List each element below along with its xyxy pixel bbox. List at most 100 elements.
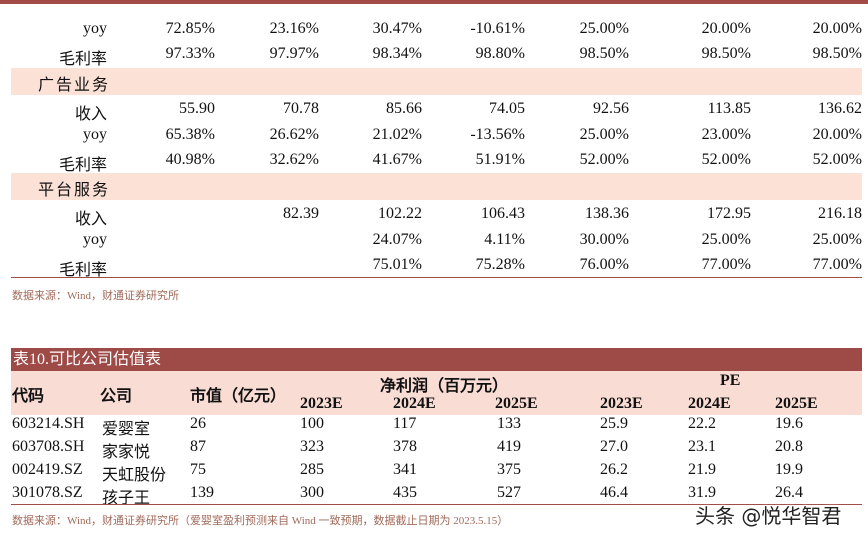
cell: 138.36 <box>585 205 629 222</box>
cell: 21.9 <box>688 461 716 478</box>
cell: 家家悦 <box>102 444 151 461</box>
cell: 341 <box>393 461 417 478</box>
cell: 76.00% <box>579 256 629 273</box>
cell: 25.00% <box>579 125 629 143</box>
table-row: 毛利率 40.98% 32.62% 41.67% 51.91% 52.00% 52.00% 5… <box>0 151 868 175</box>
cell: 300 <box>300 484 324 501</box>
cell: 孩子王 <box>102 490 151 507</box>
cell: 75 <box>190 461 206 478</box>
header-year: 2024E <box>393 395 436 412</box>
table1-bottom-rule <box>11 277 862 278</box>
cell: 23.00% <box>701 125 751 143</box>
cell: 301078.SZ <box>12 484 83 501</box>
cell: 25.9 <box>600 415 628 432</box>
table-row: 002419.SZ 天虹股份 75 285 341 375 26.2 21.9 19.9 <box>0 461 868 484</box>
cell: 21.02% <box>372 125 422 143</box>
table1-source: 数据来源：Wind，财通证券研究所 <box>12 290 179 302</box>
table-row: yoy 72.85% 23.16% 30.47% -10.61% 25.00% 20.00%… <box>0 20 868 44</box>
cell: 97.33% <box>165 45 215 62</box>
cell: 82.39 <box>283 205 319 222</box>
cell: 75.01% <box>372 256 422 273</box>
header-code: 代码 <box>12 388 45 405</box>
cell: 32.62% <box>269 151 319 168</box>
header-company: 公司 <box>100 388 133 405</box>
cell: 216.18 <box>818 205 862 222</box>
cell: 77.00% <box>701 256 751 273</box>
row-label: 收入 <box>74 211 107 228</box>
cell: 92.56 <box>593 100 629 117</box>
cell: 26.4 <box>775 484 803 501</box>
section-band <box>11 173 862 200</box>
cell: 26.2 <box>600 461 628 478</box>
table2-header <box>11 371 862 415</box>
header-year: 2023E <box>300 395 343 412</box>
header-pe: PE <box>720 372 741 389</box>
cell: -13.56% <box>470 125 525 143</box>
cell: -10.61% <box>470 20 525 37</box>
cell: 97.97% <box>269 45 319 62</box>
cell: 98.50% <box>812 45 862 62</box>
cell: 20.8 <box>775 438 803 455</box>
table2-title: 表10.可比公司估值表 <box>11 348 862 371</box>
cell: 98.50% <box>701 45 751 62</box>
cell: 87 <box>190 438 206 455</box>
cell: 375 <box>497 461 521 478</box>
cell: 23.1 <box>688 438 716 455</box>
cell: 4.11% <box>484 230 525 248</box>
cell: 52.00% <box>579 151 629 168</box>
cell: 70.78 <box>283 100 319 117</box>
header-net-profit: 净利润（百万元） <box>380 378 509 395</box>
table2-bottom-rule <box>11 504 862 505</box>
cell: 30.00% <box>579 230 629 248</box>
cell: 52.00% <box>701 151 751 168</box>
cell: 98.50% <box>579 45 629 62</box>
cell: 74.05 <box>489 100 525 117</box>
table-row: 收入 82.39 102.22 106.43 138.36 172.95 216.18 <box>0 205 868 229</box>
cell: 25.00% <box>812 230 862 248</box>
cell: 46.4 <box>600 484 628 501</box>
cell: 27.0 <box>600 438 628 455</box>
cell: 24.07% <box>372 230 422 248</box>
row-label: 毛利率 <box>58 51 107 68</box>
cell: 20.00% <box>812 125 862 143</box>
cell: 77.00% <box>812 256 862 273</box>
cell: 26.62% <box>269 125 319 143</box>
cell: 172.95 <box>707 205 751 222</box>
cell: 002419.SZ <box>12 461 83 478</box>
table-row: 301078.SZ 孩子王 139 300 435 527 46.4 31.9 26.4 <box>0 484 868 507</box>
cell: 40.98% <box>165 151 215 168</box>
cell: 106.43 <box>481 205 525 222</box>
cell: 98.34% <box>372 45 422 62</box>
cell: 41.67% <box>372 151 422 168</box>
row-label: 毛利率 <box>58 157 107 174</box>
cell: 285 <box>300 461 324 478</box>
row-label: 收入 <box>74 106 107 123</box>
cell: 102.22 <box>378 205 422 222</box>
watermark: 头条 @悦华智君 <box>695 504 842 528</box>
cell: 天虹股份 <box>102 467 167 484</box>
table-row: 603708.SH 家家悦 87 323 378 419 27.0 23.1 20.8 <box>0 438 868 461</box>
cell: 139 <box>190 484 214 501</box>
cell: 603214.SH <box>12 415 85 432</box>
header-year: 2025E <box>495 395 538 412</box>
cell: 31.9 <box>688 484 716 501</box>
cell: 323 <box>300 438 324 455</box>
cell: 爱婴室 <box>102 421 151 438</box>
cell: 133 <box>497 415 521 432</box>
row-label: yoy <box>83 125 107 143</box>
header-year: 2023E <box>600 395 643 412</box>
cell: 435 <box>393 484 417 501</box>
cell: 113.85 <box>707 100 751 117</box>
header-market-cap: 市值（亿元） <box>190 388 287 405</box>
cell: 527 <box>497 484 521 501</box>
cell: 100 <box>300 415 324 432</box>
table-row: yoy 24.07% 4.11% 30.00% 25.00% 25.00% <box>0 231 868 255</box>
header-year: 2025E <box>775 395 818 412</box>
table-row: 603214.SH 爱婴室 26 100 117 133 25.9 22.2 19.6 <box>0 415 868 438</box>
cell: 20.00% <box>812 20 862 37</box>
cell: 22.2 <box>688 415 716 432</box>
cell: 85.66 <box>386 100 422 117</box>
cell: 25.00% <box>579 20 629 37</box>
section-title: 平台服务 <box>38 182 111 199</box>
cell: 20.00% <box>701 20 751 37</box>
